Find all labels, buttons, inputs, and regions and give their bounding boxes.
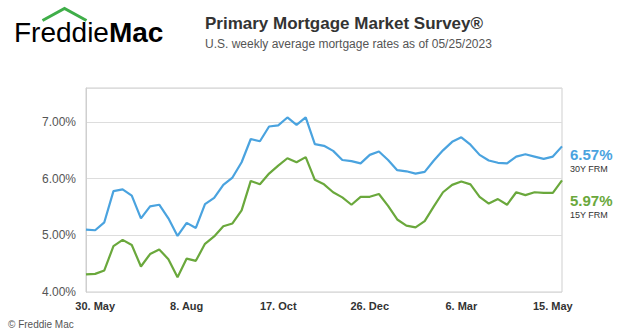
svg-text:30Y FRM: 30Y FRM [570,164,608,174]
svg-text:5.00%: 5.00% [42,228,76,242]
svg-text:Freddie: Freddie [14,17,109,48]
svg-text:U.S. weekly average mortgage r: U.S. weekly average mortgage rates as of… [205,37,492,51]
svg-text:4.00%: 4.00% [42,285,76,299]
svg-text:6.00%: 6.00% [42,172,76,186]
svg-text:6. Mar: 6. Mar [445,300,478,312]
svg-text:7.00%: 7.00% [42,115,76,129]
svg-text:Mac: Mac [109,17,163,48]
svg-text:5.97%: 5.97% [570,192,613,209]
svg-text:30. May: 30. May [75,300,116,312]
svg-text:8. Aug: 8. Aug [170,300,203,312]
svg-text:© Freddie Mac: © Freddie Mac [8,319,74,330]
svg-text:26. Dec: 26. Dec [351,300,390,312]
svg-text:15Y FRM: 15Y FRM [570,210,608,220]
svg-text:6.57%: 6.57% [570,146,613,163]
svg-text:15. May: 15. May [533,300,574,312]
svg-text:17. Oct: 17. Oct [260,300,297,312]
svg-text:Primary Mortgage Market Survey: Primary Mortgage Market Survey® [205,14,483,33]
